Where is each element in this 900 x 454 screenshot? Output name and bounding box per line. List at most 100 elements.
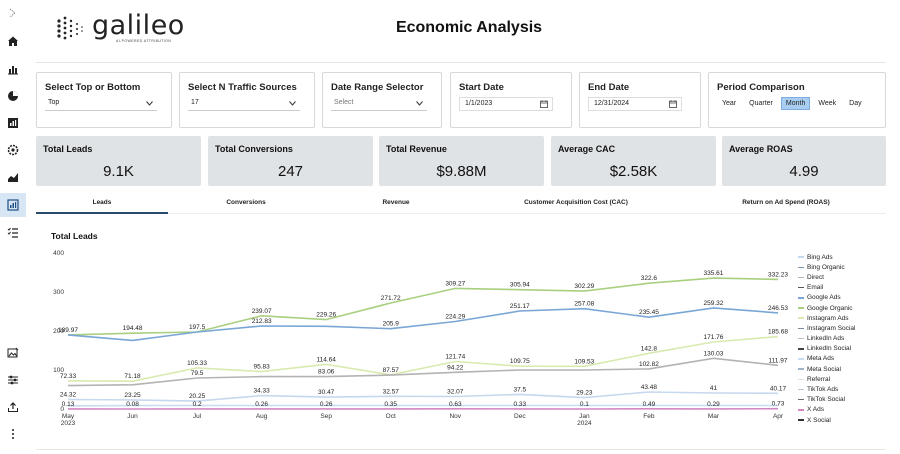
legend-item[interactable]: X Ads xyxy=(798,405,855,415)
start-date-label: Start Date xyxy=(459,82,504,93)
legend-swatch xyxy=(798,358,804,360)
data-label: 0.63 xyxy=(449,401,462,408)
chevron-down-icon xyxy=(146,101,153,106)
dashboard-icon[interactable] xyxy=(0,193,26,217)
calendar-icon[interactable] xyxy=(669,100,677,108)
data-label: 205.9 xyxy=(383,321,400,328)
start-date-value: 1/1/2023 xyxy=(465,100,493,107)
kpi-label: Total Revenue xyxy=(386,144,447,154)
data-label: 246.53 xyxy=(768,305,788,312)
chart-title: Total Leads xyxy=(51,231,98,241)
legend-swatch xyxy=(798,266,804,269)
data-label: 259.32 xyxy=(704,300,724,307)
data-label: 0.08 xyxy=(126,401,139,408)
sliders-icon[interactable] xyxy=(6,373,20,387)
collapse-icon[interactable] xyxy=(6,6,20,20)
pie-chart-icon[interactable] xyxy=(6,89,20,103)
legend-label: Email xyxy=(807,284,824,292)
period-button-day[interactable]: Day xyxy=(849,100,862,107)
logo-mark xyxy=(57,16,83,40)
report-icon[interactable] xyxy=(6,116,20,130)
start-date-filter: Start Date 1/1/2023 xyxy=(450,72,572,128)
tab-roas[interactable]: Return on Ad Spend (ROAS) xyxy=(742,199,830,206)
kpi-total-conversions: Total Conversions 247 xyxy=(208,136,373,186)
bar-chart-icon[interactable] xyxy=(6,62,20,76)
period-button-week[interactable]: Week xyxy=(818,100,837,107)
legend-label: X Ads xyxy=(807,406,824,414)
start-date-input[interactable]: 1/1/2023 xyxy=(459,97,553,111)
legend-item[interactable]: LinkedIn Ads xyxy=(798,334,855,344)
x-tick-label: Mar xyxy=(708,413,720,420)
legend-item[interactable]: Referral xyxy=(798,374,855,384)
data-label: 95.83 xyxy=(253,364,270,371)
legend-label: LinkedIn Social xyxy=(807,345,852,353)
traffic-sources-filter: Select N Traffic Sources 17 xyxy=(179,72,315,128)
logo-subtitle: AI-POWERED ATTRIBUTION xyxy=(116,39,172,43)
calendar-icon[interactable] xyxy=(540,100,548,108)
legend-item[interactable]: Google Organic xyxy=(798,303,855,313)
legend-swatch xyxy=(798,276,804,279)
chevron-down-icon xyxy=(289,101,296,106)
y-tick-label: 300 xyxy=(53,289,64,296)
data-label: 212.83 xyxy=(252,318,272,325)
legend-item[interactable]: Email xyxy=(798,283,855,293)
kpi-label: Average CAC xyxy=(558,144,616,154)
image-edit-icon[interactable] xyxy=(6,346,20,360)
end-date-label: End Date xyxy=(588,82,630,93)
traffic-sources-select[interactable]: 17 xyxy=(188,97,300,111)
legend-swatch xyxy=(798,297,804,299)
legend-item[interactable]: Bing Organic xyxy=(798,262,855,272)
legend-item[interactable]: Instagram Ads xyxy=(798,313,855,323)
tab-conversions[interactable]: Conversions xyxy=(226,199,266,206)
data-label: 87.57 xyxy=(383,367,400,374)
galileo-logo[interactable]: galileo AI-POWERED ATTRIBUTION xyxy=(56,10,196,46)
legend-item[interactable]: TikTok Social xyxy=(798,395,855,405)
legend-item[interactable]: TikTok Ads xyxy=(798,384,855,394)
x-tick-label: Jan xyxy=(579,413,590,420)
tab-cac[interactable]: Customer Acquisition Cost (CAC) xyxy=(524,199,628,206)
period-button-month[interactable]: Month xyxy=(780,97,811,110)
legend-label: Instagram Ads xyxy=(807,314,849,322)
settings-icon[interactable] xyxy=(6,143,20,157)
checklist-icon[interactable] xyxy=(6,226,20,240)
period-button-year[interactable]: Year xyxy=(722,100,737,107)
tab-revenue[interactable]: Revenue xyxy=(382,199,410,206)
tab-leads[interactable]: Leads xyxy=(36,194,168,214)
upload-icon[interactable] xyxy=(6,400,20,414)
end-date-input[interactable]: 12/31/2024 xyxy=(588,97,682,111)
data-label: 335.61 xyxy=(704,270,724,277)
data-label: 32.57 xyxy=(383,388,400,395)
data-label: 41 xyxy=(710,385,718,392)
home-icon[interactable] xyxy=(6,34,20,48)
legend-item[interactable]: LinkedIn Social xyxy=(798,344,855,354)
data-label: 94.22 xyxy=(447,364,464,371)
y-tick-label: 100 xyxy=(53,367,64,374)
legend-item[interactable]: Instagram Social xyxy=(798,323,855,333)
data-label: 71.18 xyxy=(124,373,141,380)
period-button-quarter[interactable]: Quarter xyxy=(749,100,773,107)
data-label: 105.33 xyxy=(187,360,207,367)
date-range-select[interactable]: Select xyxy=(331,97,427,111)
period-comparison-label: Period Comparison xyxy=(717,82,805,93)
area-chart-icon[interactable] xyxy=(6,170,20,184)
legend-item[interactable]: X Social xyxy=(798,415,855,425)
legend-item[interactable]: Google Ads xyxy=(798,293,855,303)
legend-label: Google Organic xyxy=(807,304,853,312)
legend-item[interactable]: Meta Ads xyxy=(798,354,855,364)
legend-item[interactable]: Direct xyxy=(798,272,855,282)
x-tick-label: 2023 xyxy=(61,420,76,427)
more-icon[interactable] xyxy=(6,427,20,441)
data-label: 34.33 xyxy=(253,388,270,395)
legend-swatch xyxy=(798,307,804,309)
end-date-value: 12/31/2024 xyxy=(594,100,630,107)
kpi-average-roas: Average ROAS 4.99 xyxy=(722,136,886,186)
data-label: 224.29 xyxy=(445,314,465,321)
kpi-value: 4.99 xyxy=(789,163,819,180)
data-label: 0.35 xyxy=(384,401,397,408)
data-label: 0.33 xyxy=(513,401,526,408)
data-label: 239.07 xyxy=(252,308,272,315)
top-bottom-select[interactable]: Top xyxy=(45,97,157,111)
legend-label: Bing Ads xyxy=(807,253,833,261)
legend-item[interactable]: Bing Ads xyxy=(798,252,855,262)
legend-item[interactable]: Meta Social xyxy=(798,364,855,374)
